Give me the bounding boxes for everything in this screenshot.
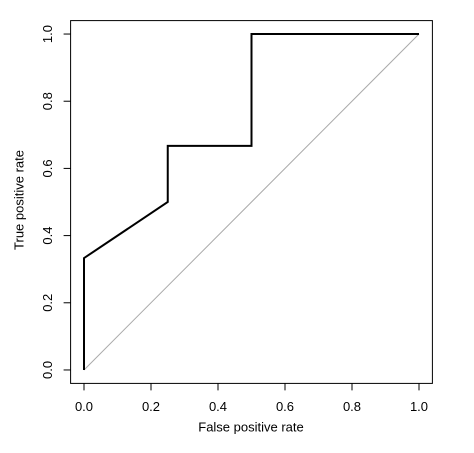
x-tick-label: 0.4	[209, 399, 227, 414]
y-tick-label: 0.6	[40, 159, 55, 177]
x-tick-label: 0.8	[343, 399, 361, 414]
y-tick-label: 0.2	[40, 294, 55, 312]
x-tick-label: 0.0	[75, 399, 93, 414]
y-tick-label: 1.0	[40, 25, 55, 43]
y-tick-label: 0.8	[40, 92, 55, 110]
y-tick-label: 0.0	[40, 361, 55, 379]
plot-frame	[70, 20, 433, 384]
y-tick-label: 0.4	[40, 227, 55, 245]
x-axis-label: False positive rate	[198, 419, 304, 434]
line	[83, 33, 420, 371]
line	[83, 33, 419, 370]
x-tick-label: 0.2	[142, 399, 160, 414]
x-tick-label: 0.6	[276, 399, 294, 414]
y-axis-label: True positive rate	[11, 150, 26, 250]
x-tick-label: 1.0	[410, 399, 428, 414]
